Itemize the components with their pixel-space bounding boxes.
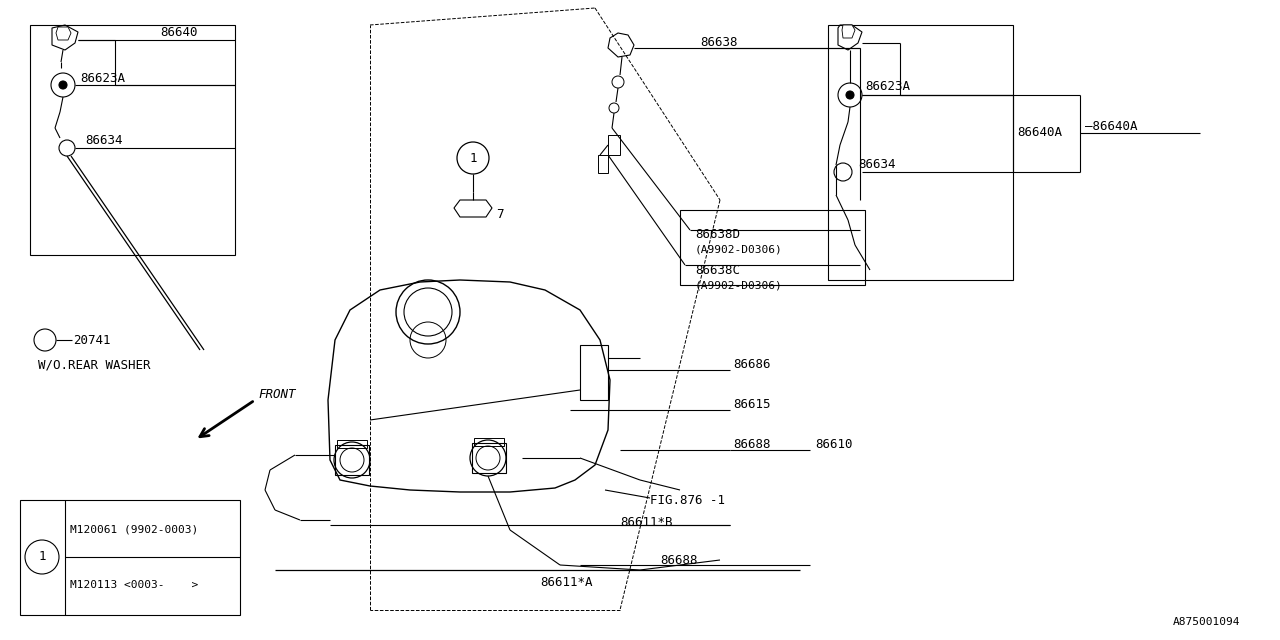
Text: FIG.876 -1: FIG.876 -1 (650, 493, 724, 506)
Text: W/O.REAR WASHER: W/O.REAR WASHER (38, 358, 151, 371)
Text: A875001094: A875001094 (1172, 617, 1240, 627)
Text: (A9902-D0306): (A9902-D0306) (695, 280, 783, 290)
Bar (680, 210, 865, 285)
Text: 1: 1 (38, 550, 46, 563)
Circle shape (59, 81, 67, 89)
Bar (580, 345, 608, 400)
Text: 86640A: 86640A (1018, 127, 1062, 140)
Text: 86640: 86640 (160, 26, 197, 40)
Bar (20, 500, 241, 615)
Bar (474, 438, 504, 446)
Bar (472, 443, 506, 473)
Text: FRONT: FRONT (259, 388, 296, 401)
Text: 86638C: 86638C (695, 264, 740, 276)
Text: 86623A: 86623A (79, 72, 125, 84)
Polygon shape (842, 25, 855, 38)
Text: 86611*A: 86611*A (540, 577, 593, 589)
Text: 86623A: 86623A (865, 81, 910, 93)
Text: 86638: 86638 (700, 35, 737, 49)
Bar (29, 25, 236, 255)
Text: (A9902-D0306): (A9902-D0306) (695, 245, 783, 255)
Bar (337, 440, 367, 448)
Text: 86686: 86686 (733, 358, 771, 371)
Bar (598, 155, 608, 173)
Text: M120113 <0003-    >: M120113 <0003- > (70, 580, 198, 590)
Text: 86615: 86615 (733, 399, 771, 412)
Text: 7: 7 (497, 209, 503, 221)
Bar (608, 135, 620, 155)
Bar (828, 25, 1012, 280)
Text: 86611*B: 86611*B (620, 515, 672, 529)
Text: —86640A: —86640A (1085, 120, 1138, 134)
Text: 86610: 86610 (815, 438, 852, 451)
Text: 86638D: 86638D (695, 228, 740, 241)
Text: 20741: 20741 (73, 333, 110, 346)
Polygon shape (56, 27, 70, 40)
Text: M120061 (9902-0003): M120061 (9902-0003) (70, 525, 198, 535)
Bar (335, 445, 369, 475)
Text: 1: 1 (470, 152, 476, 164)
Circle shape (846, 91, 854, 99)
Text: 86634: 86634 (858, 159, 896, 172)
Text: 86634: 86634 (84, 134, 123, 147)
Text: 86688: 86688 (660, 554, 698, 566)
Text: 86688: 86688 (733, 438, 771, 451)
